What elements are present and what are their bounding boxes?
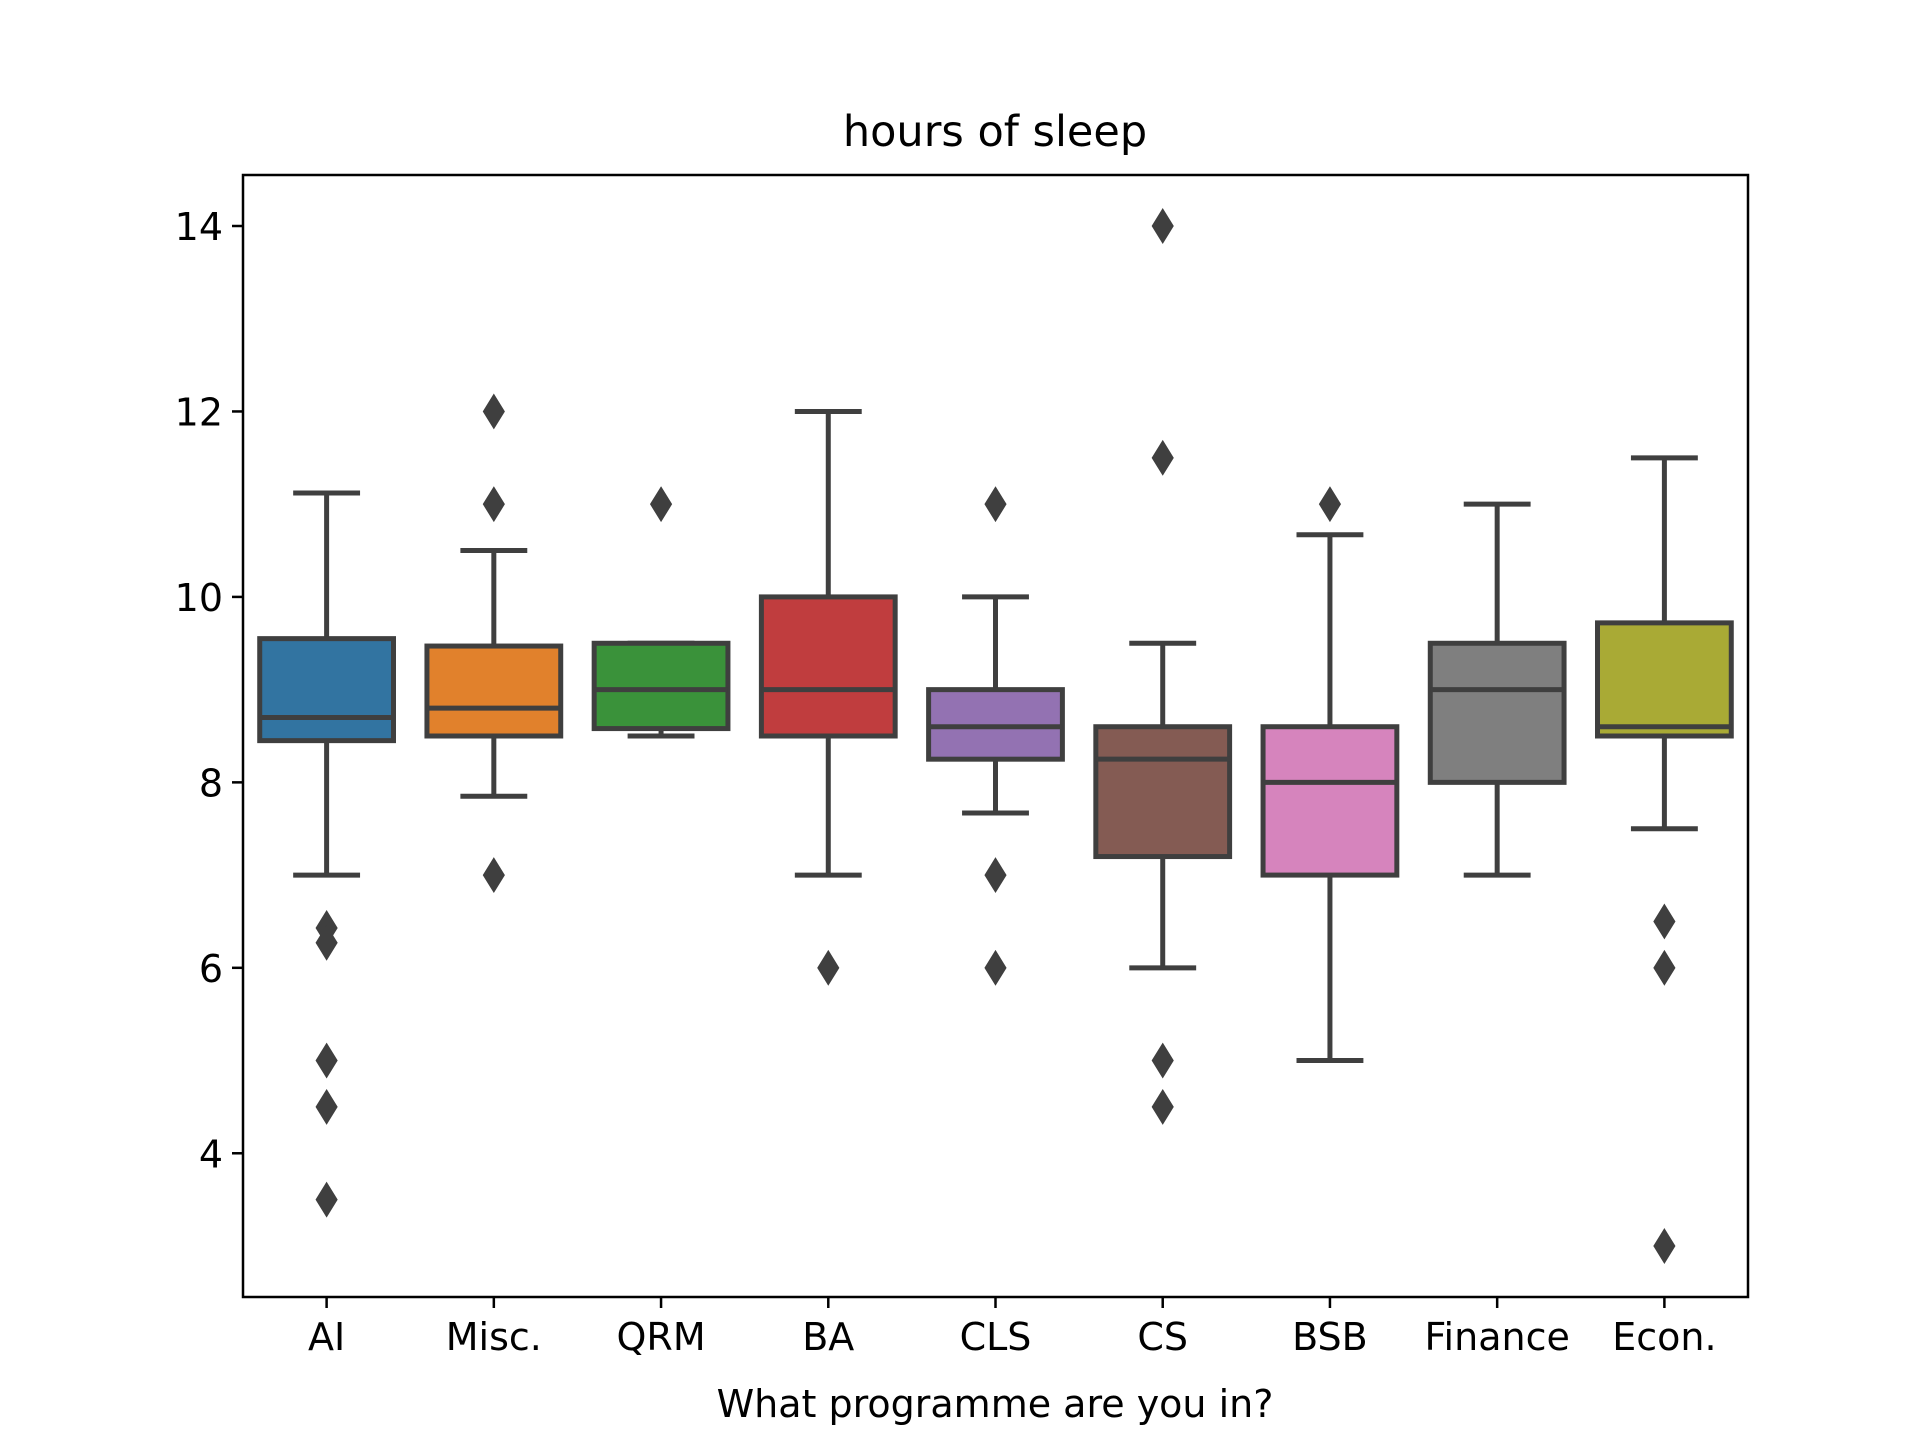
box-iqr bbox=[1595, 620, 1734, 739]
box-group-ba bbox=[758, 408, 898, 986]
outlier-point bbox=[482, 857, 505, 894]
outlier-point bbox=[984, 486, 1007, 523]
outlier-point bbox=[1151, 1042, 1174, 1079]
outlier-point bbox=[984, 857, 1007, 894]
box-group-cs bbox=[1093, 208, 1233, 1125]
y-axis: 4 6 8 10 12 14 bbox=[175, 205, 243, 1176]
box-group-bsb bbox=[1260, 486, 1400, 1064]
box-iqr bbox=[591, 640, 731, 732]
box-group-qrm bbox=[591, 486, 731, 739]
outlier-point bbox=[817, 949, 840, 986]
outlier-point bbox=[315, 924, 338, 961]
y-tick-label: 6 bbox=[199, 947, 223, 991]
outlier-point bbox=[482, 486, 505, 523]
outlier-point bbox=[315, 1181, 338, 1218]
x-tick-label: BA bbox=[802, 1315, 854, 1359]
box-iqr bbox=[257, 636, 396, 744]
outlier-point bbox=[1318, 486, 1342, 523]
box-group-ai bbox=[257, 490, 396, 1218]
box-group-misc bbox=[424, 393, 564, 894]
x-tick-label: AI bbox=[308, 1315, 345, 1359]
x-axis-label: What programme are you in? bbox=[717, 1382, 1274, 1426]
x-tick-label: CS bbox=[1137, 1315, 1188, 1359]
outlier-point bbox=[1151, 1088, 1174, 1125]
x-axis: AI Misc. QRM BA CLS CS BSB Finance Econ. bbox=[308, 1297, 1717, 1359]
outlier-point bbox=[315, 1088, 338, 1125]
box-groups bbox=[257, 208, 1734, 1264]
box-iqr bbox=[758, 594, 898, 739]
outlier-point bbox=[1653, 903, 1676, 940]
x-tick-label: QRM bbox=[617, 1315, 706, 1359]
box-iqr bbox=[1260, 724, 1400, 878]
x-tick-label: Misc. bbox=[446, 1315, 542, 1359]
y-tick-label: 12 bbox=[175, 390, 223, 434]
chart-title: hours of sleep bbox=[843, 107, 1147, 157]
box-iqr bbox=[424, 643, 564, 739]
box-iqr bbox=[1427, 640, 1567, 785]
y-tick-label: 10 bbox=[175, 576, 223, 620]
outlier-point bbox=[1653, 1228, 1676, 1264]
box-group-finance bbox=[1427, 501, 1567, 878]
x-tick-label: BSB bbox=[1292, 1315, 1368, 1359]
x-tick-label: Finance bbox=[1424, 1315, 1569, 1359]
outlier-point bbox=[315, 1042, 338, 1079]
outlier-point bbox=[984, 949, 1007, 986]
x-tick-label: CLS bbox=[960, 1315, 1032, 1359]
y-tick-label: 14 bbox=[175, 205, 223, 249]
outlier-point bbox=[1151, 208, 1174, 244]
outlier-point bbox=[649, 486, 673, 523]
y-tick-label: 4 bbox=[199, 1132, 223, 1176]
outlier-point bbox=[1151, 439, 1174, 476]
outlier-point bbox=[482, 393, 505, 430]
outlier-point bbox=[1653, 949, 1676, 986]
box-group-cls bbox=[926, 486, 1065, 986]
y-tick-label: 8 bbox=[199, 761, 223, 805]
box-iqr bbox=[1093, 724, 1233, 860]
x-tick-label: Econ. bbox=[1612, 1315, 1716, 1359]
box-group-econ bbox=[1595, 455, 1734, 1264]
